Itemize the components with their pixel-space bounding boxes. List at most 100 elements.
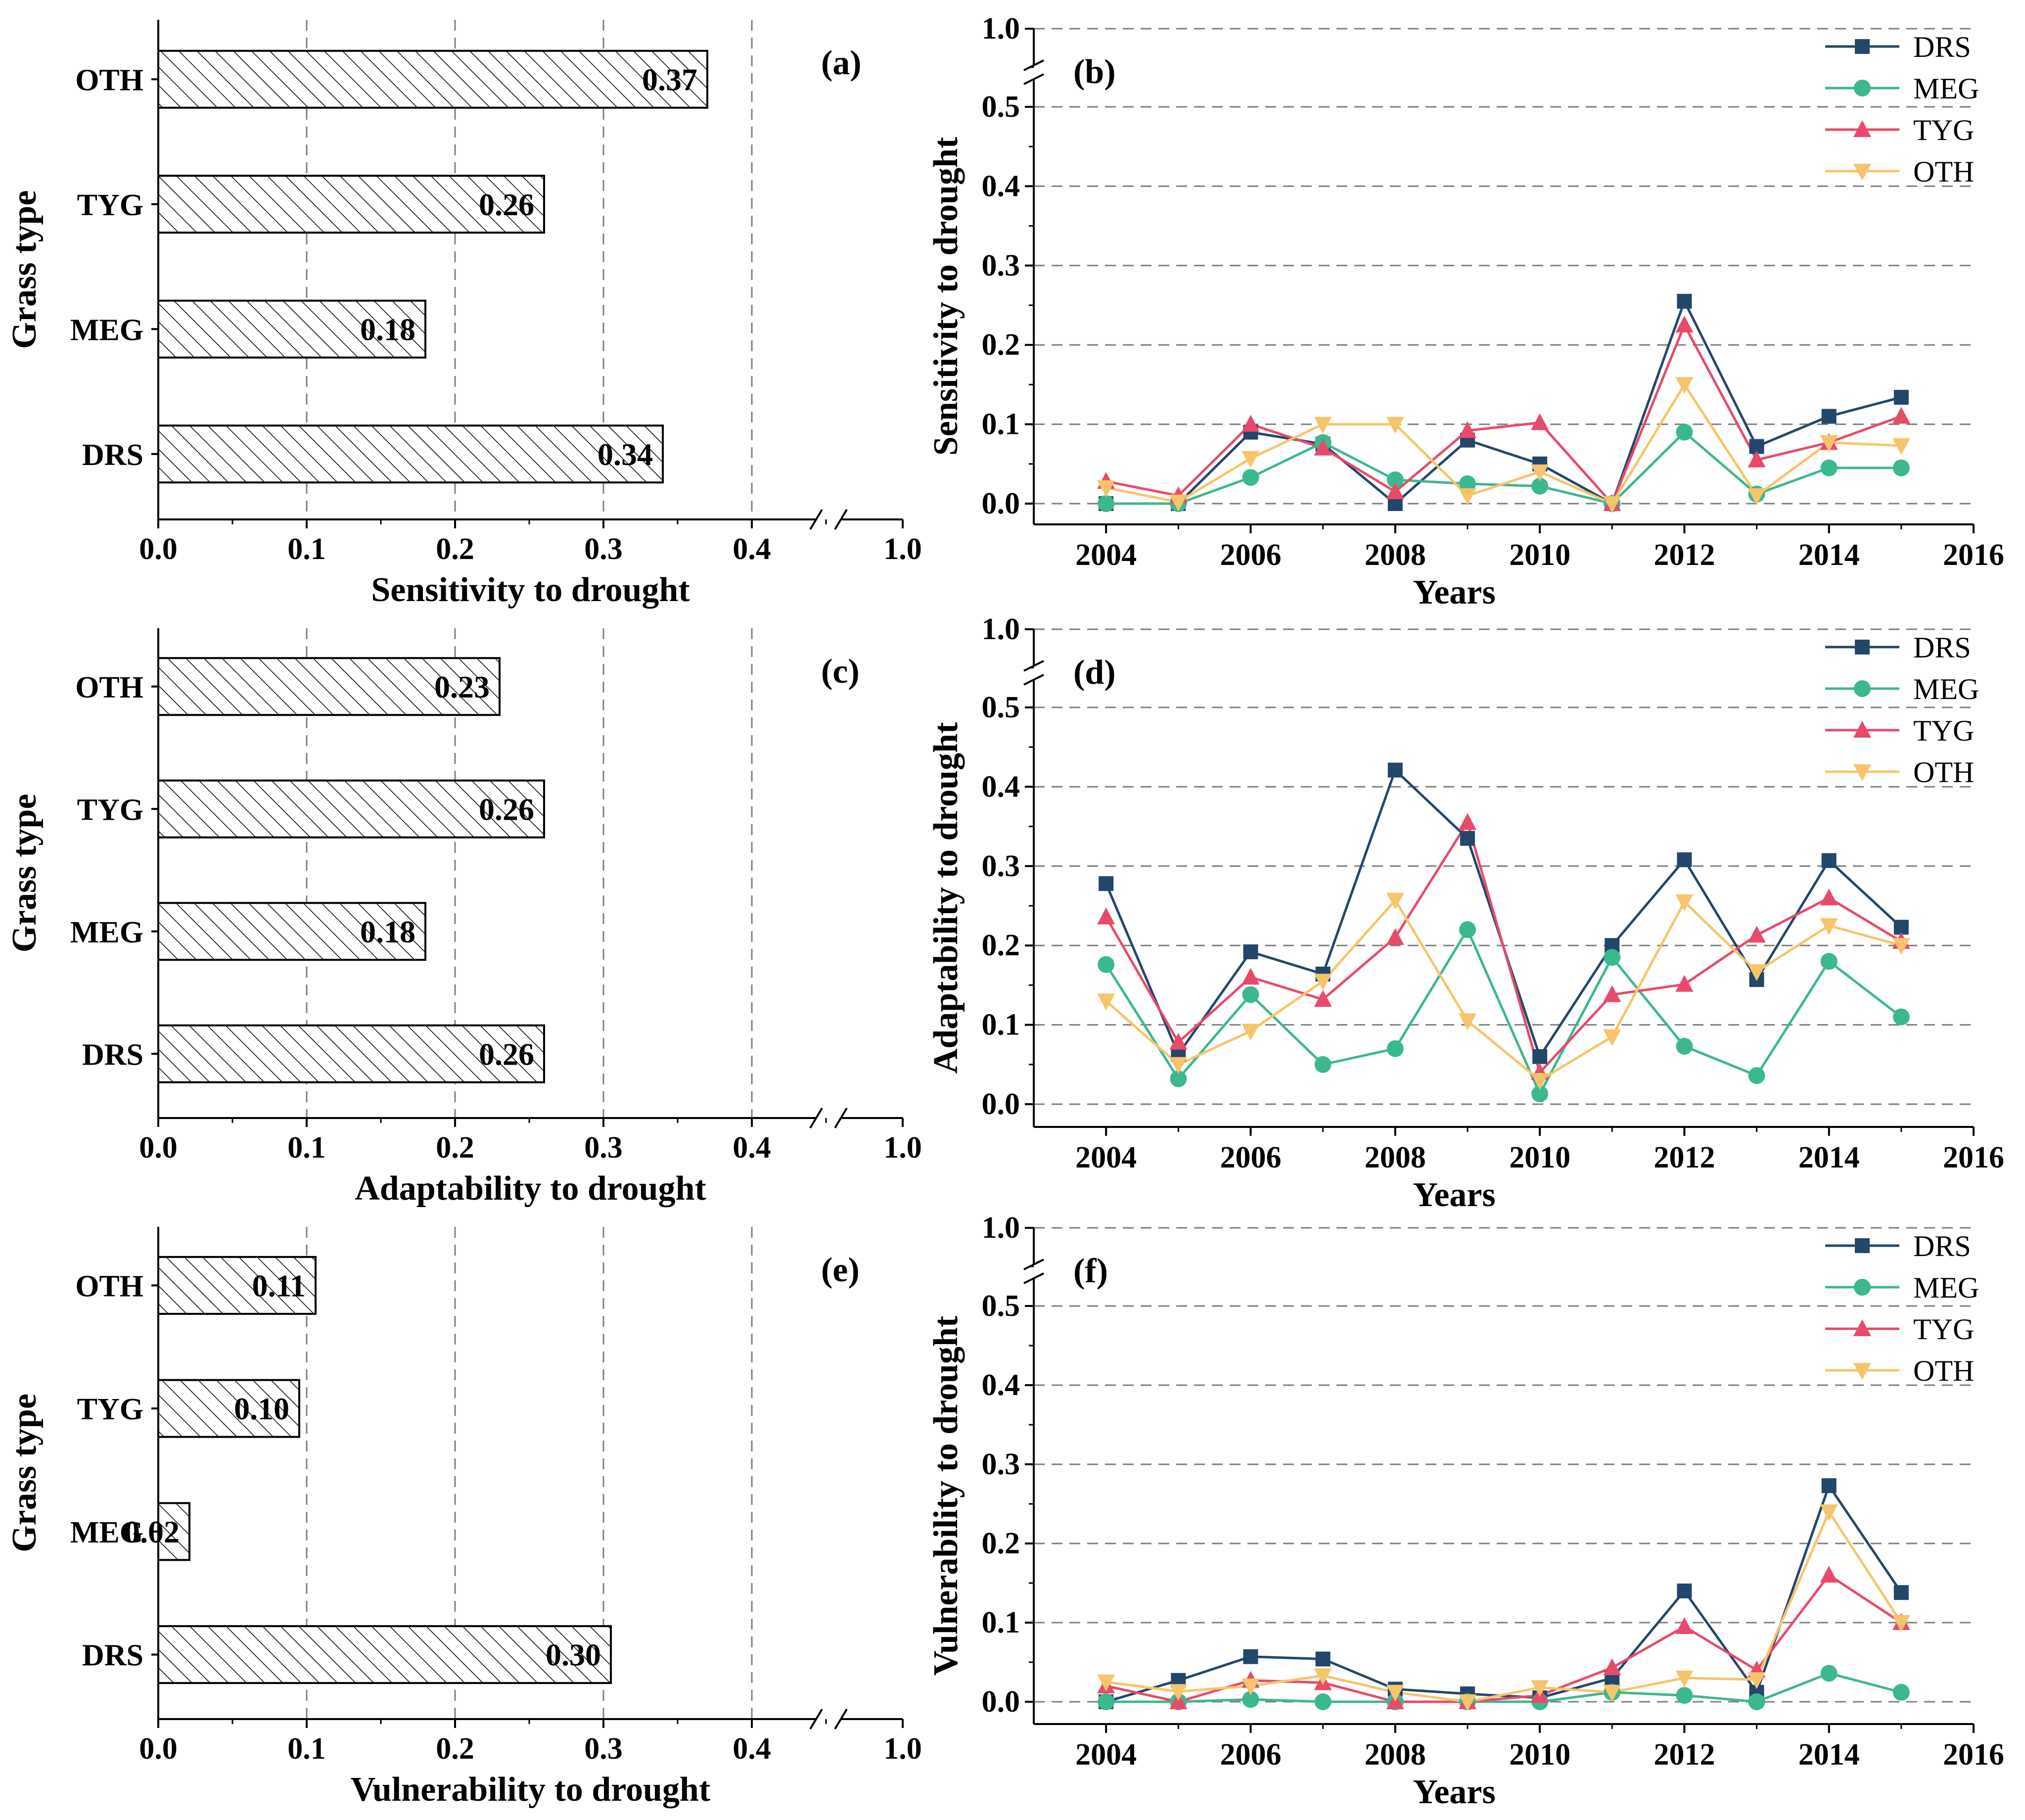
legend-label: DRS [1913,631,1971,664]
legend-label: MEG [1913,72,1979,105]
y-tick-label: 1.0 [982,12,1020,46]
marker-square [1099,876,1114,891]
marker-circle [1242,469,1259,486]
marker-triangle-down [1853,764,1871,781]
marker-triangle-down [1603,1029,1621,1046]
axis-break-mark [834,1708,848,1730]
x-tick-label: 2004 [1075,1141,1137,1174]
x-tick-label: 0.4 [733,1732,771,1766]
marker-circle [1892,459,1910,476]
marker-triangle-down [1097,993,1115,1011]
marker-circle [1531,477,1549,495]
marker-triangle-down [1892,438,1910,455]
marker-triangle-up [1531,413,1549,430]
x-tick-label: 0.2 [436,1732,474,1766]
axis-break-mark [1023,73,1044,85]
marker-triangle-down [1853,1363,1871,1380]
marker-triangle-up [1853,120,1871,137]
panel-c-bar-chart: 0.0 0.1 0.2 0.3 0.4 1.0 0.26 DRS 0.18 MEG 0.26 TYG 0… [5,628,922,1208]
x-tick-label: 2010 [1509,538,1570,572]
x-axis-title: Years [1413,573,1495,611]
y-tick-label: 0.0 [982,1685,1020,1719]
y-tick-label: 0.5 [982,90,1020,124]
x-axis-title: Sensitivity to drought [371,571,690,609]
x-tick-label: 0.2 [436,1131,474,1165]
marker-triangle-down [1314,417,1332,434]
marker-triangle-down [1531,1680,1549,1697]
x-tick-label: 0.0 [139,532,178,566]
x-tick-label: 0.0 [139,1732,178,1766]
x-tick-label: 2016 [1943,1141,2004,1174]
x-tick-label: 2010 [1509,1738,1570,1772]
marker-triangle-up [1675,975,1694,992]
bar-value-label: 0.26 [479,792,534,827]
series-line-oth [1105,382,1901,506]
bar [157,779,545,839]
marker-triangle-up [1853,1319,1871,1336]
marker-square [1821,409,1837,424]
y-tick-label: 0.1 [982,408,1020,441]
y-tick-label: 0.5 [982,691,1020,724]
marker-circle [1892,1683,1910,1701]
panel-label: (c) [821,653,860,691]
x-tick-label: 2008 [1365,1738,1426,1772]
bar-value-label: 0.11 [252,1268,306,1303]
marker-triangle-down [1314,974,1332,991]
marker-triangle-down [1892,938,1910,955]
x-tick-label: 0.1 [287,1131,326,1165]
y-tick-label: 0.1 [982,1008,1020,1042]
marker-triangle-up [1097,907,1115,925]
marker-circle [1459,475,1476,492]
marker-triangle-up [1675,1617,1694,1634]
series-line-tyg [1105,819,1902,1075]
marker-circle [1170,1070,1187,1087]
marker-triangle-up [1748,450,1766,467]
x-tick-label: 2004 [1075,538,1137,572]
marker-triangle-down [1531,464,1549,481]
bar-value-label: 0.18 [360,312,415,347]
marker-square [1855,1238,1870,1253]
series-line-tyg [1105,1573,1902,1703]
axis-break-mark [1023,674,1044,686]
marker-triangle-down [1531,1073,1549,1090]
marker-circle [1314,1693,1332,1710]
x-tick-label: 2016 [1943,1738,2004,1772]
marker-triangle-up [1603,985,1621,1002]
panel-label: (d) [1073,653,1116,692]
x-tick-label: 2014 [1798,538,1860,572]
axis-break-mark [1023,660,1044,672]
marker-circle [1854,80,1871,96]
x-tick-label: 2008 [1365,538,1426,572]
x-tick-label: 2008 [1365,1141,1426,1174]
marker-circle [1892,1008,1910,1026]
category-label: MEG [70,1516,143,1549]
category-label: DRS [82,1038,143,1072]
y-axis-title: Sensitivity to drought [927,137,965,456]
marker-triangle-down [1242,1679,1260,1695]
y-tick-label: 0.4 [982,770,1020,803]
series-line-drs [1105,1483,1902,1703]
marker-circle [1242,986,1259,1003]
y-tick-label: 0.4 [982,169,1020,203]
marker-square [1855,39,1870,54]
series-line-meg [1106,430,1901,505]
marker-triangle-down [1097,480,1115,497]
y-tick-label: 0.2 [982,328,1020,362]
x-tick-label: 0.0 [139,1131,178,1165]
bar [157,49,708,109]
panel-label: (b) [1073,53,1116,91]
marker-triangle-up [1748,926,1766,943]
marker-triangle-up [1603,1658,1621,1676]
panel-f-line-chart: 0.0 0.1 0.2 0.3 0.4 0.5 1.0 2004 2006 2008 2010 201… [927,1211,2004,1811]
marker-triangle-up [1675,316,1694,333]
marker-triangle-up [1314,438,1332,456]
marker-triangle-down [1242,451,1260,468]
bar-value-label: 0.18 [360,914,415,949]
x-axis-title: Vulnerability to drought [351,1771,710,1809]
legend-label: MEG [1913,673,1979,705]
x-axis-title: Adaptability to drought [355,1169,706,1208]
bar [157,1024,545,1083]
y-axis-title: Grass type [5,190,44,349]
panel-e-bar-chart: 0.0 0.1 0.2 0.3 0.4 1.00.30DRS0.02MEG0.10TYG0… [5,1227,922,1809]
series-line-meg [1106,1672,1902,1703]
